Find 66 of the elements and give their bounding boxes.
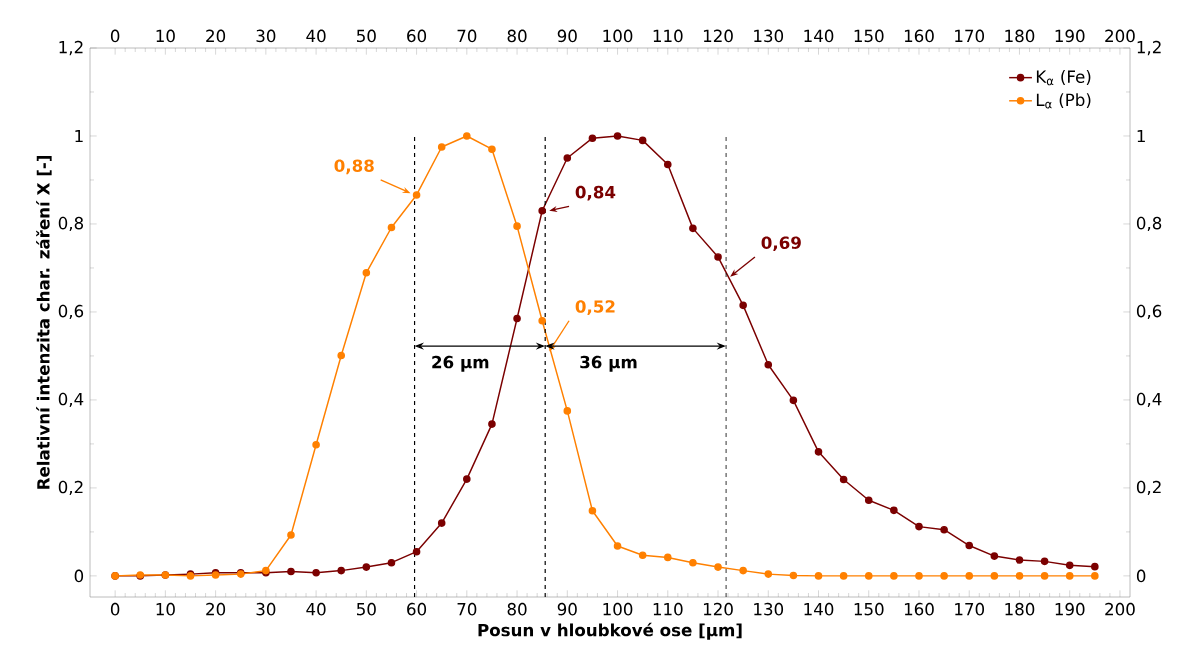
x-tick-label: 140 — [804, 602, 834, 616]
x2-tick-label: 140 — [804, 29, 834, 43]
annotation: 26 µm — [432, 355, 489, 372]
y-tick-label: 0 — [74, 569, 84, 583]
x-tick-label: 90 — [557, 602, 577, 616]
x2-tick-label: 180 — [1005, 29, 1035, 43]
legend-label: L$_{α}$ (Pb) — [1036, 93, 1091, 109]
x-tick-label: 150 — [854, 602, 884, 616]
x-tick-label: 120 — [703, 602, 733, 616]
x2-tick-label: 160 — [904, 29, 934, 43]
x-tick-label: 130 — [754, 602, 784, 616]
y-tick-label: 1,2 — [59, 40, 83, 56]
x2-tick-label: 130 — [754, 29, 784, 43]
x2-tick-label: 200 — [1105, 29, 1135, 43]
x2-tick-label: 10 — [156, 29, 175, 43]
x-tick-label: 170 — [955, 602, 985, 616]
x-tick-label: 80 — [507, 602, 527, 616]
x2-tick-label: 20 — [206, 29, 226, 43]
y2-tick-label: 0 — [1136, 569, 1146, 583]
x-tick-label: 50 — [357, 602, 376, 616]
x-tick-label: 30 — [256, 602, 276, 616]
x2-tick-label: 70 — [457, 29, 477, 43]
x2-tick-label: 120 — [703, 29, 733, 43]
x-tick-label: 70 — [457, 602, 477, 616]
x2-tick-label: 190 — [1055, 29, 1085, 43]
y2-tick-label: 1 — [1137, 129, 1145, 143]
y2-tick-label: 0,8 — [1136, 216, 1162, 232]
x2-tick-label: 50 — [357, 29, 376, 43]
x2-tick-label: 110 — [653, 29, 683, 43]
x-axis-title: Posun v hloubkové ose [µm] — [478, 622, 742, 640]
y-axis-title: Relativní intenzita char. záření X [-] — [36, 156, 52, 489]
x-tick-label: 60 — [407, 602, 427, 616]
annotation: 0,69 — [761, 236, 801, 252]
y-tick-label: 0,2 — [58, 480, 83, 496]
x-tick-label: 10 — [156, 602, 175, 616]
x2-tick-label: 40 — [306, 29, 326, 43]
x2-tick-label: 170 — [955, 29, 985, 43]
x2-tick-label: 90 — [557, 29, 577, 43]
x2-tick-label: 60 — [407, 29, 427, 43]
annotation: 0,88 — [334, 159, 374, 175]
x2-tick-label: 30 — [256, 29, 276, 43]
legend-label: K$_{α}$ (Fe) — [1036, 70, 1091, 86]
y-tick-label: 1 — [75, 129, 83, 143]
annotation: 0,84 — [575, 185, 616, 201]
annotation: 36 µm — [580, 355, 637, 372]
x-tick-label: 160 — [904, 602, 934, 616]
y2-tick-label: 0,6 — [1136, 304, 1162, 320]
x2-tick-label: 0 — [110, 29, 120, 43]
y-tick-label: 0,8 — [58, 216, 84, 232]
y2-tick-label: 0,4 — [1136, 392, 1162, 408]
x2-tick-label: 80 — [507, 29, 527, 43]
y-tick-label: 0,6 — [58, 304, 84, 320]
x-tick-label: 100 — [603, 602, 633, 616]
x2-tick-label: 150 — [854, 29, 884, 43]
annotation: 0,52 — [575, 300, 615, 315]
x-tick-label: 200 — [1105, 602, 1135, 616]
x-tick-label: 110 — [653, 602, 683, 616]
y-tick-label: 0,4 — [58, 392, 84, 408]
x-tick-label: 20 — [206, 602, 226, 616]
y2-tick-label: 0,2 — [1136, 480, 1161, 496]
x-tick-label: 0 — [110, 602, 120, 616]
x-tick-label: 190 — [1055, 602, 1085, 616]
y2-tick-label: 1,2 — [1137, 40, 1161, 56]
x2-tick-label: 100 — [603, 29, 633, 43]
x-tick-label: 180 — [1005, 602, 1035, 616]
x-tick-label: 40 — [306, 602, 326, 616]
